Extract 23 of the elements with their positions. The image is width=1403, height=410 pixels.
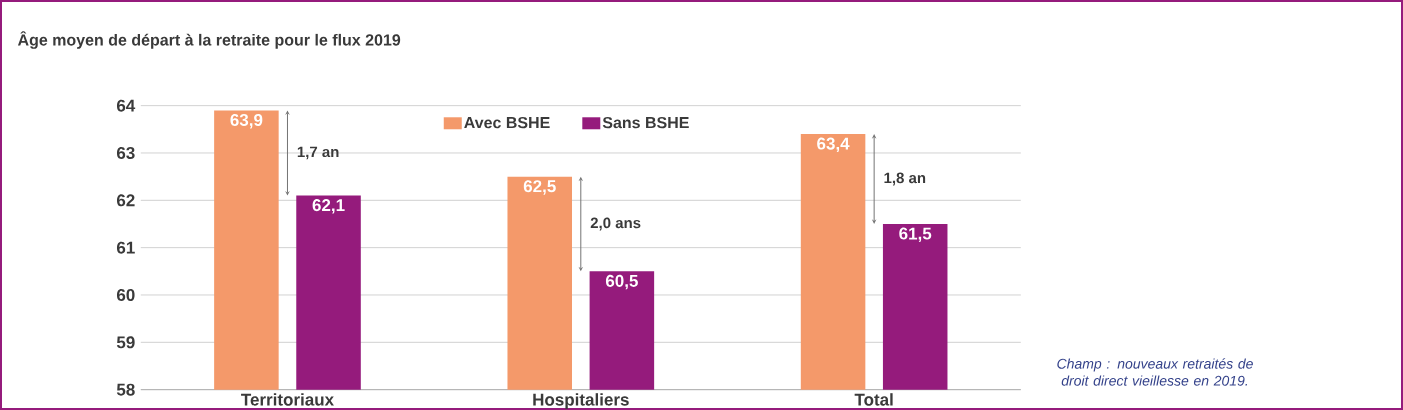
data-label: 62,5 [523,180,556,195]
x-tick-label: Territoriaux [241,393,334,406]
data-label: 60,5 [605,274,638,290]
x-tick-label: Hospitaliers [533,393,629,410]
data-label: 63,9 [230,113,263,129]
x-tick-label: Total [854,393,893,406]
legend-label: Sans BSHE [602,116,689,129]
y-tick-label: 62 [116,194,135,207]
data-label: 61,5 [899,227,932,243]
text: Champ : nouveaux retraités de droit direct vieillesse en 2019. [1057,358,1253,386]
legend-label: Avec BSHE [464,116,550,129]
y-tick-label: 63 [116,146,135,160]
y-tick-label: 59 [116,336,135,349]
annotation: 1,8 an [884,172,926,186]
y-tick-label: 64 [116,99,136,112]
chart-title: Âge moyen de départ à la retraite pour le flux 2019 [17,31,401,49]
annotation: 1,7 an [297,146,339,160]
y-tick-label: 61 [116,241,135,254]
data-label: 62,1 [312,199,345,214]
annotation: 2,0 ans [590,217,641,231]
y-tick-label: 58 [116,383,135,396]
data-label: 63,4 [817,137,850,153]
y-tick-label: 60 [116,288,135,302]
